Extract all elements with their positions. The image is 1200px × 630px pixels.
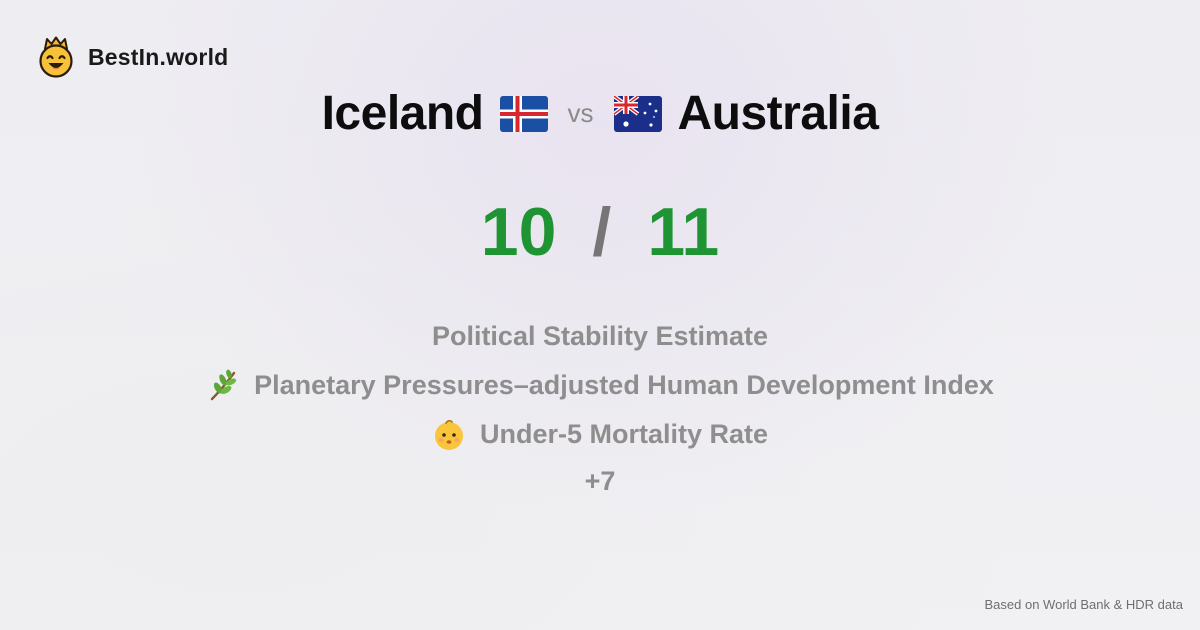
metrics-list: Political Stability Estimate Planetary P… [0, 312, 1200, 503]
metric-item: Planetary Pressures–adjusted Human Devel… [206, 361, 994, 410]
metric-item: Under-5 Mortality Rate [432, 410, 768, 459]
right-country-name: Australia [677, 87, 879, 140]
comparison-title: Iceland vs [0, 86, 1200, 141]
brand-name: BestIn.world [88, 43, 229, 70]
metric-label: Planetary Pressures–adjusted Human Devel… [254, 370, 994, 400]
score-display: 10 / 11 [0, 192, 1200, 272]
iceland-flag-icon [499, 95, 548, 132]
baby-face-icon [432, 418, 466, 452]
left-score: 10 [480, 194, 557, 270]
left-country-name: Iceland [321, 87, 484, 140]
right-score: 11 [647, 194, 720, 270]
score-separator: / [592, 194, 612, 270]
vs-label: vs [567, 98, 594, 128]
metric-label: Under-5 Mortality Rate [479, 419, 769, 449]
australia-flag-icon [613, 95, 662, 132]
metric-item: Political Stability Estimate [432, 312, 768, 361]
data-source-note: Based on World Bank & HDR data [984, 597, 1183, 612]
herb-icon [206, 369, 240, 403]
metric-label: Political Stability Estimate [431, 321, 769, 351]
more-metrics-count: +7 [584, 465, 616, 496]
crowned-smiley-icon [38, 36, 74, 78]
brand-logo[interactable]: BestIn.world [38, 36, 228, 78]
